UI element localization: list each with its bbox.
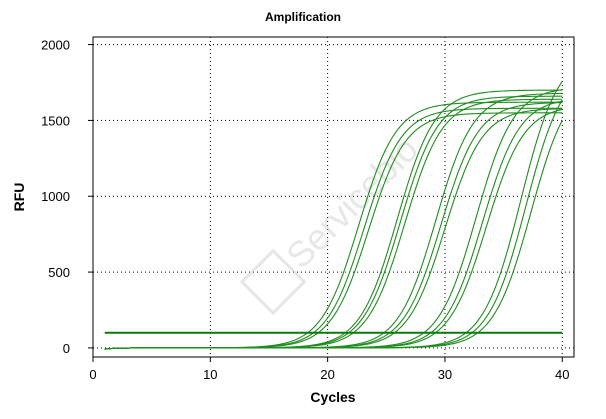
x-axis-ticks: 0 10 20 30 40 — [89, 357, 570, 382]
y-tick-label: 1000 — [41, 189, 70, 204]
y-axis-ticks: 0 500 1000 1500 2000 — [41, 38, 93, 356]
x-tick-label: 30 — [438, 367, 452, 382]
chart-title: Amplification — [265, 10, 341, 24]
amplification-curve-15 — [104, 120, 563, 350]
grid-lines — [93, 37, 574, 357]
plot-area-border — [92, 36, 575, 358]
x-tick-label: 10 — [203, 367, 217, 382]
x-tick-label: 20 — [320, 367, 334, 382]
x-tick-label: 0 — [89, 367, 96, 382]
x-axis-title: Cycles — [310, 389, 355, 405]
y-tick-label: 2000 — [41, 38, 70, 53]
amplification-curves — [104, 81, 563, 350]
y-tick-label: 500 — [48, 265, 70, 280]
watermark-logo-icon — [239, 248, 307, 316]
x-tick-label: 40 — [555, 367, 569, 382]
y-tick-label: 1500 — [41, 113, 70, 128]
y-tick-label: 0 — [63, 341, 70, 356]
y-axis-title: RFU — [11, 183, 27, 212]
